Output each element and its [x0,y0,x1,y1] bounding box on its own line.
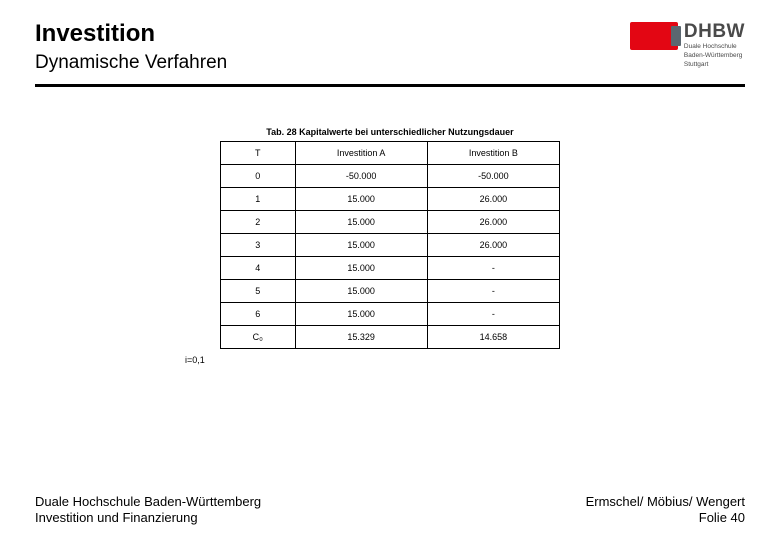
page-subtitle: Dynamische Verfahren [35,52,630,74]
table-row: 615.000- [221,303,560,326]
table-row: 0-50.000-50.000 [221,165,560,188]
logo-brand: DHBW [684,22,745,41]
content-area: Tab. 28 Kapitalwerte bei unterschiedlich… [35,127,745,365]
table-row: C₀15.32914.658 [221,326,560,349]
header-rule [35,84,745,87]
capital-values-table: T Investition A Investition B 0-50.000-5… [220,141,560,349]
dhbw-logo-text: DHBW Duale Hochschule Baden-Württemberg … [684,22,745,68]
footer-authors: Ermschel/ Möbius/ Wengert [586,494,745,510]
footer-page: Folie 40 [586,510,745,526]
dhbw-logo-icon [630,22,678,50]
table-row: 515.000- [221,280,560,303]
col-inv-a: Investition A [295,142,427,165]
footer-right: Ermschel/ Möbius/ Wengert Folie 40 [586,494,745,527]
page-title: Investition [35,20,630,48]
table-caption: Tab. 28 Kapitalwerte bei unterschiedlich… [266,127,513,137]
footer: Duale Hochschule Baden-Württemberg Inves… [35,494,745,527]
table-row: 415.000- [221,257,560,280]
logo-subline2: Baden-Württemberg [684,52,745,59]
footer-left: Duale Hochschule Baden-Württemberg Inves… [35,494,261,527]
table-row: 215.00026.000 [221,211,560,234]
col-t: T [221,142,296,165]
header-row: Investition Dynamische Verfahren DHBW Du… [35,20,745,74]
table-header-row: T Investition A Investition B [221,142,560,165]
logo-subline1: Duale Hochschule [684,43,745,50]
table-row: 315.00026.000 [221,234,560,257]
footer-institution: Duale Hochschule Baden-Württemberg [35,494,261,510]
col-inv-b: Investition B [427,142,559,165]
logo-subline3: Stuttgart [684,61,745,68]
table-body: 0-50.000-50.000 115.00026.000 215.00026.… [221,165,560,349]
table-row: 115.00026.000 [221,188,560,211]
dhbw-logo: DHBW Duale Hochschule Baden-Württemberg … [630,22,745,68]
interest-rate-note: i=0,1 [185,355,205,365]
titles: Investition Dynamische Verfahren [35,20,630,74]
footer-course: Investition und Finanzierung [35,510,261,526]
slide: Investition Dynamische Verfahren DHBW Du… [0,0,780,540]
